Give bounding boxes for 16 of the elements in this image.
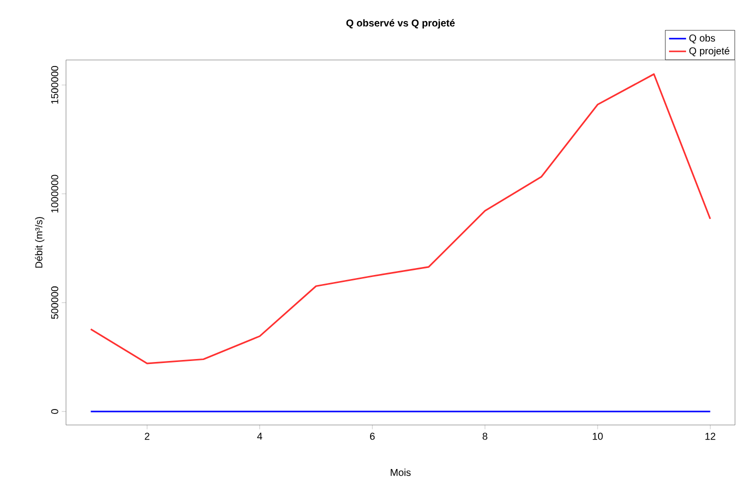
x-axis-title: Mois <box>390 468 411 476</box>
legend-label: Q obs <box>689 34 716 44</box>
x-tick-label: 8 <box>482 432 488 440</box>
x-tick-label: 2 <box>144 432 150 440</box>
y-tick-label: 1000000 <box>51 174 58 212</box>
legend-label: Q projeté <box>689 46 730 56</box>
line-series <box>90 73 712 364</box>
y-axis-title: Débit (m³/s) <box>34 217 44 268</box>
y-tick-label: 0 <box>51 409 58 414</box>
x-tick-label: 10 <box>592 432 603 440</box>
y-tick-label: 500000 <box>51 286 58 319</box>
x-tick-label: 6 <box>370 432 375 440</box>
y-tick-label: 1500000 <box>51 66 58 104</box>
x-tick-label: 4 <box>257 432 262 440</box>
x-tick-label: 12 <box>705 432 716 440</box>
chart-title: Q observé vs Q projeté <box>346 19 455 28</box>
